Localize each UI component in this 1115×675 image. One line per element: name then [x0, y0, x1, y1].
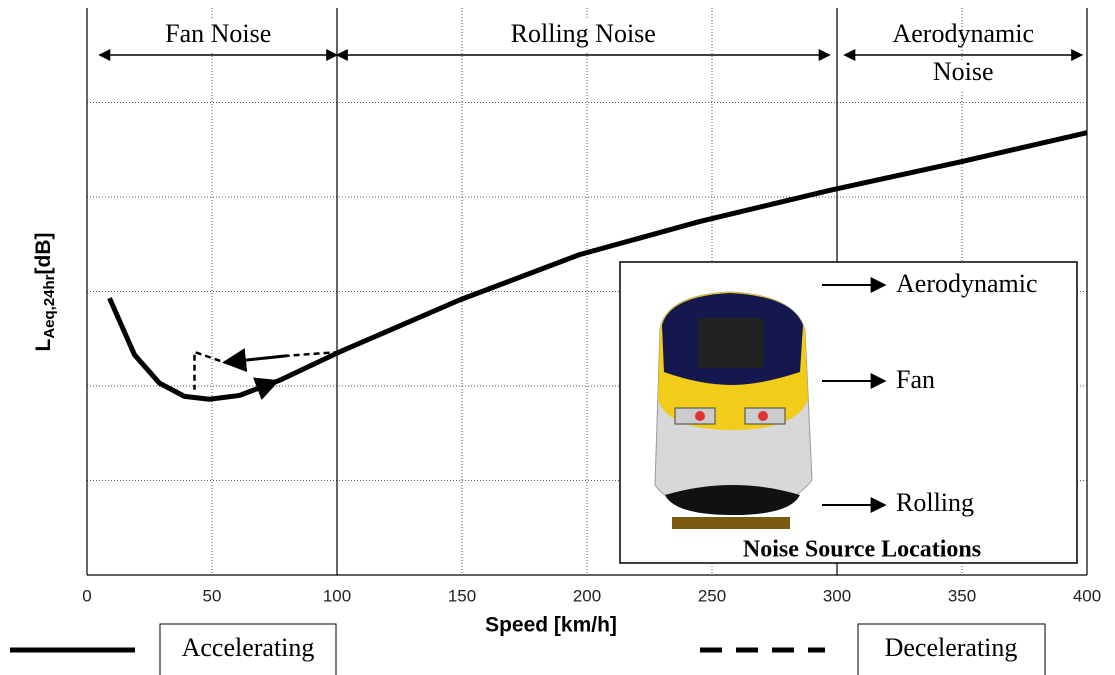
region-label: Rolling Noise: [511, 19, 656, 48]
inset-title: Noise Source Locations: [743, 537, 981, 563]
x-tick-label: 250: [698, 586, 726, 605]
region-label: Noise: [933, 57, 994, 86]
label-bg: [923, 60, 1004, 90]
x-tick-label: 150: [448, 586, 476, 605]
label-bg: [159, 20, 277, 52]
x-tick-label: 100: [323, 586, 351, 605]
series-line: [107, 130, 1088, 402]
direction-arrow: [222, 348, 288, 373]
x-tick-label: 400: [1073, 586, 1101, 605]
region-label: Aerodynamic: [892, 19, 1034, 48]
inset-label: Rolling: [896, 488, 974, 517]
x-tick-label: 200: [573, 586, 601, 605]
x-tick-label: 0: [82, 586, 91, 605]
y-label-unit: [dB]: [32, 232, 55, 274]
region-label: Fan Noise: [165, 19, 271, 48]
train-illustration: [654, 291, 813, 529]
inset-label: Fan: [896, 365, 935, 394]
y-axis-label: LAeq,24hr[dB]: [32, 232, 58, 351]
legend-label: Accelerating: [182, 633, 315, 662]
inset: Aerodynamic Fan Rolling Noise Source Loc…: [619, 261, 1078, 564]
x-tick-label: 50: [203, 586, 222, 605]
legend-box: [159, 623, 337, 675]
x-axis-label: Speed [km/h]: [485, 614, 617, 637]
inset-label: Aerodynamic: [896, 269, 1038, 298]
legend-box: [857, 623, 1046, 675]
y-label-main: L: [32, 339, 55, 352]
x-tick-label: 350: [948, 586, 976, 605]
x-tick-label: 300: [823, 586, 851, 605]
direction-arrow: [238, 377, 280, 400]
y-label-sub: Aeq,24hr: [41, 274, 58, 338]
legend-label: Decelerating: [885, 633, 1018, 662]
label-bg: [498, 20, 668, 52]
